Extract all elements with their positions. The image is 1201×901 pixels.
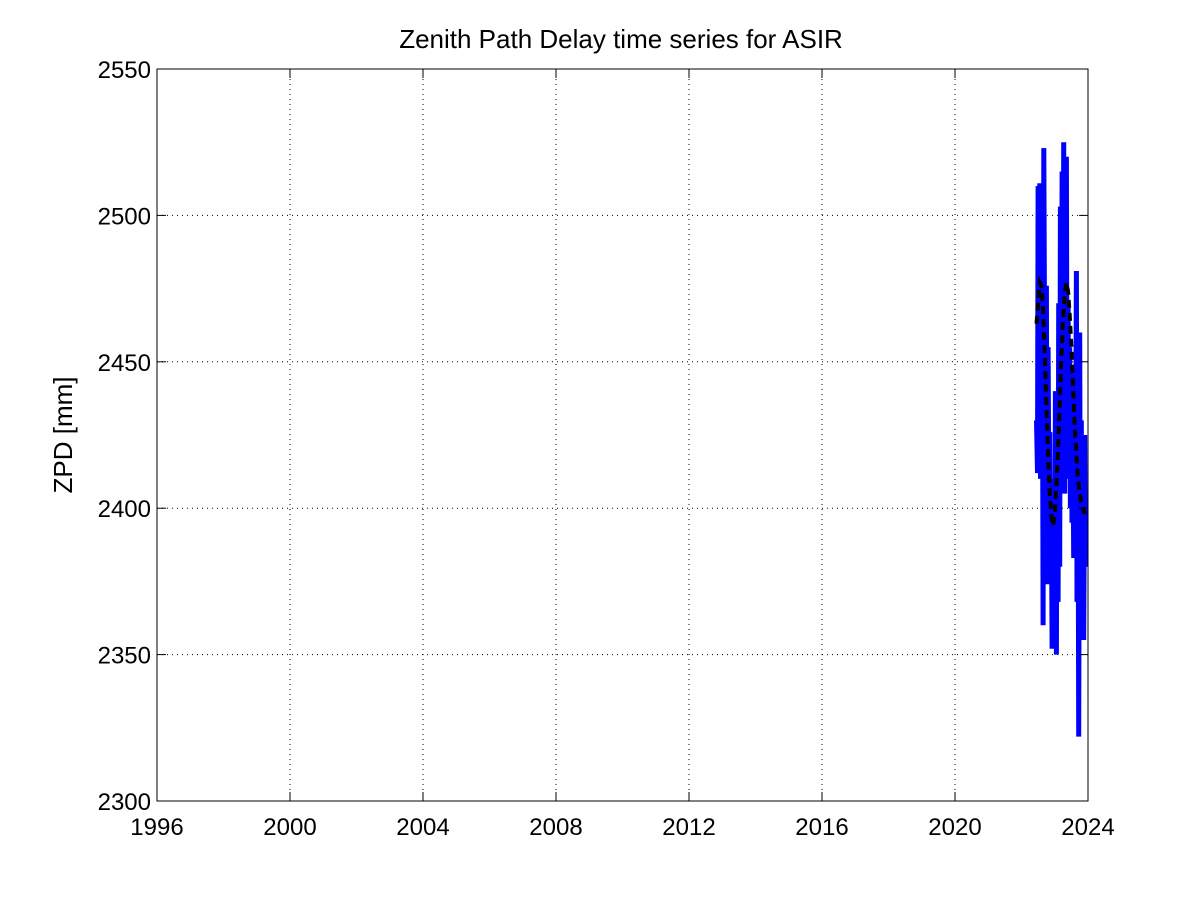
- y-tick-label: 2400: [98, 496, 151, 523]
- x-tick-label: 2004: [396, 814, 449, 841]
- chart-title: Zenith Path Delay time series for ASIR: [399, 24, 843, 54]
- y-tick-label: 2550: [98, 57, 151, 84]
- x-tick-label: 2024: [1061, 814, 1114, 841]
- data-series: [1034, 142, 1088, 737]
- seasonal-model-line: [1034, 275, 1087, 527]
- x-tick-label: 2008: [529, 814, 582, 841]
- y-tick-label: 2300: [98, 789, 151, 816]
- y-tick-label: 2350: [98, 643, 151, 670]
- plot-area-background: [157, 69, 1088, 801]
- plot-frame: [156, 68, 1089, 802]
- x-tick-label: 2012: [662, 814, 715, 841]
- y-tick-labels: 2300 2350 2400 2450 2500 2550: [98, 57, 151, 816]
- x-tick-label: 2020: [928, 814, 981, 841]
- y-tick-label: 2500: [98, 203, 151, 230]
- x-tick-labels: 1996 2000 2004 2008 2012 2016 2020 2024: [130, 814, 1114, 841]
- x-tick-label: 1996: [130, 814, 183, 841]
- axis-ticks: [156, 68, 1089, 802]
- x-tick-label: 2000: [263, 814, 316, 841]
- x-tick-label: 2016: [795, 814, 848, 841]
- y-axis-label: ZPD [mm]: [48, 377, 78, 494]
- y-tick-label: 2450: [98, 350, 151, 377]
- grid-lines: [157, 69, 1088, 801]
